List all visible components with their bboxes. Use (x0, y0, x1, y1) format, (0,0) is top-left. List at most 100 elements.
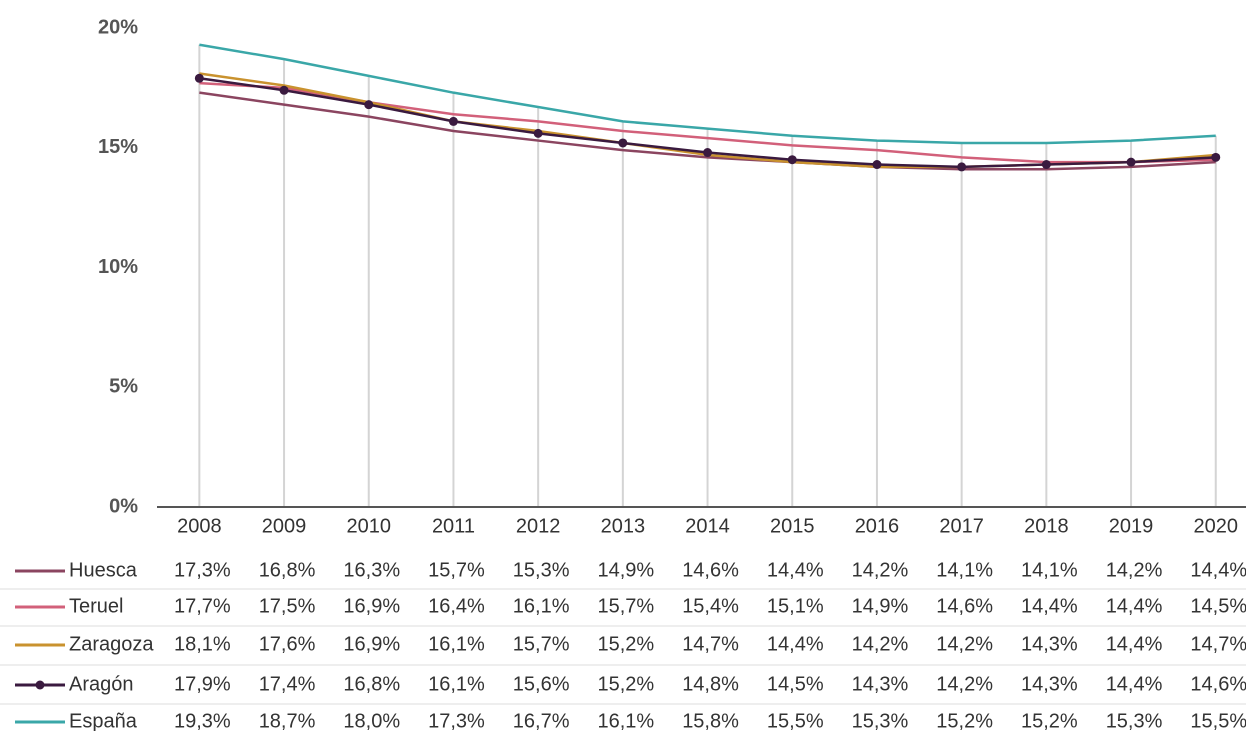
table-cell: 14,3% (1021, 673, 1078, 695)
table-cell: 14,4% (767, 559, 824, 581)
marker (703, 148, 713, 158)
x-tick-label: 2019 (1109, 515, 1154, 537)
table-cell: 15,3% (513, 559, 570, 581)
table-cell: 15,2% (597, 673, 654, 695)
marker (872, 160, 882, 170)
y-tick-label: 20% (98, 16, 138, 38)
marker (1126, 157, 1136, 167)
table-cell: 14,4% (1021, 595, 1078, 617)
table-cell: 17,4% (259, 673, 316, 695)
table-cell: 14,2% (936, 673, 993, 695)
table-cell: 14,4% (767, 633, 824, 655)
table-cell: 17,6% (259, 633, 316, 655)
legend-label: España (69, 710, 138, 731)
x-tick-label: 2016 (855, 515, 900, 537)
table-cell: 15,5% (767, 710, 824, 731)
table-cell: 17,3% (174, 559, 231, 581)
table-cell: 16,4% (428, 595, 485, 617)
table-cell: 16,8% (343, 673, 400, 695)
marker (194, 73, 204, 83)
table-cell: 16,1% (428, 673, 485, 695)
table-cell: 17,5% (259, 595, 316, 617)
table-cell: 14,2% (852, 559, 909, 581)
table-cell: 16,8% (259, 559, 316, 581)
table-cell: 14,1% (1021, 559, 1078, 581)
table-cell: 15,7% (597, 595, 654, 617)
table-cell: 17,9% (174, 673, 231, 695)
table-cell: 15,6% (513, 673, 570, 695)
marker (1041, 160, 1051, 170)
table-cell: 14,6% (682, 559, 739, 581)
table-cell: 14,6% (936, 595, 993, 617)
table-cell: 14,4% (1106, 595, 1163, 617)
x-tick-label: 2014 (685, 515, 730, 537)
table-cell: 15,1% (767, 595, 824, 617)
table-cell: 16,1% (513, 595, 570, 617)
table-cell: 14,3% (1021, 633, 1078, 655)
marker (533, 128, 543, 138)
table-cell: 14,2% (1106, 559, 1163, 581)
table-cell: 14,8% (682, 673, 739, 695)
marker (618, 138, 628, 148)
table-cell: 14,5% (1190, 595, 1246, 617)
table-cell: 15,7% (513, 633, 570, 655)
table-cell: 14,2% (936, 633, 993, 655)
series-line (199, 43, 1216, 145)
y-tick-label: 5% (109, 376, 138, 398)
x-tick-label: 2011 (432, 515, 475, 537)
table-cell: 14,2% (852, 633, 909, 655)
legend-label: Zaragoza (69, 633, 154, 655)
table-cell: 16,1% (597, 710, 654, 731)
table-cell: 16,9% (343, 633, 400, 655)
table-cell: 18,7% (259, 710, 316, 731)
table-cell: 14,1% (936, 559, 993, 581)
x-tick-label: 2009 (262, 515, 307, 537)
x-tick-label: 2010 (347, 515, 392, 537)
legend-label: Teruel (69, 595, 123, 617)
table-cell: 16,9% (343, 595, 400, 617)
table-cell: 14,7% (1190, 633, 1246, 655)
marker (279, 85, 289, 95)
x-tick-label: 2012 (516, 515, 561, 537)
table-cell: 15,2% (597, 633, 654, 655)
x-tick-label: 2017 (939, 515, 984, 537)
table-cell: 16,3% (343, 559, 400, 581)
legend-marker (35, 680, 45, 690)
table-cell: 14,7% (682, 633, 739, 655)
table-cell: 14,9% (597, 559, 654, 581)
table-cell: 16,7% (513, 710, 570, 731)
table-cell: 14,6% (1190, 673, 1246, 695)
table-cell: 17,7% (174, 595, 231, 617)
y-tick-label: 0% (109, 495, 138, 517)
marker (787, 155, 797, 165)
x-tick-label: 2008 (177, 515, 222, 537)
x-tick-label: 2020 (1194, 515, 1239, 537)
series-line (199, 91, 1216, 171)
table-cell: 15,2% (936, 710, 993, 731)
table-cell: 14,4% (1190, 559, 1246, 581)
table-cell: 14,9% (852, 595, 909, 617)
table-cell: 15,8% (682, 710, 739, 731)
x-tick-label: 2015 (770, 515, 815, 537)
x-tick-label: 2018 (1024, 515, 1069, 537)
table-cell: 18,0% (343, 710, 400, 731)
table-cell: 19,3% (174, 710, 231, 731)
marker (957, 162, 967, 172)
table-cell: 15,4% (682, 595, 739, 617)
legend-label: Aragón (69, 673, 134, 695)
y-tick-label: 10% (98, 256, 138, 278)
table-cell: 15,3% (1106, 710, 1163, 731)
table-cell: 17,3% (428, 710, 485, 731)
table-cell: 16,1% (428, 633, 485, 655)
marker (364, 100, 374, 110)
marker (1211, 152, 1221, 162)
table-cell: 14,3% (852, 673, 909, 695)
legend-label: Huesca (69, 559, 138, 581)
marker (448, 116, 458, 126)
y-tick-label: 15% (98, 136, 138, 158)
table-cell: 14,5% (767, 673, 824, 695)
table-cell: 18,1% (174, 633, 231, 655)
table-cell: 15,5% (1190, 710, 1246, 731)
table-cell: 15,7% (428, 559, 485, 581)
